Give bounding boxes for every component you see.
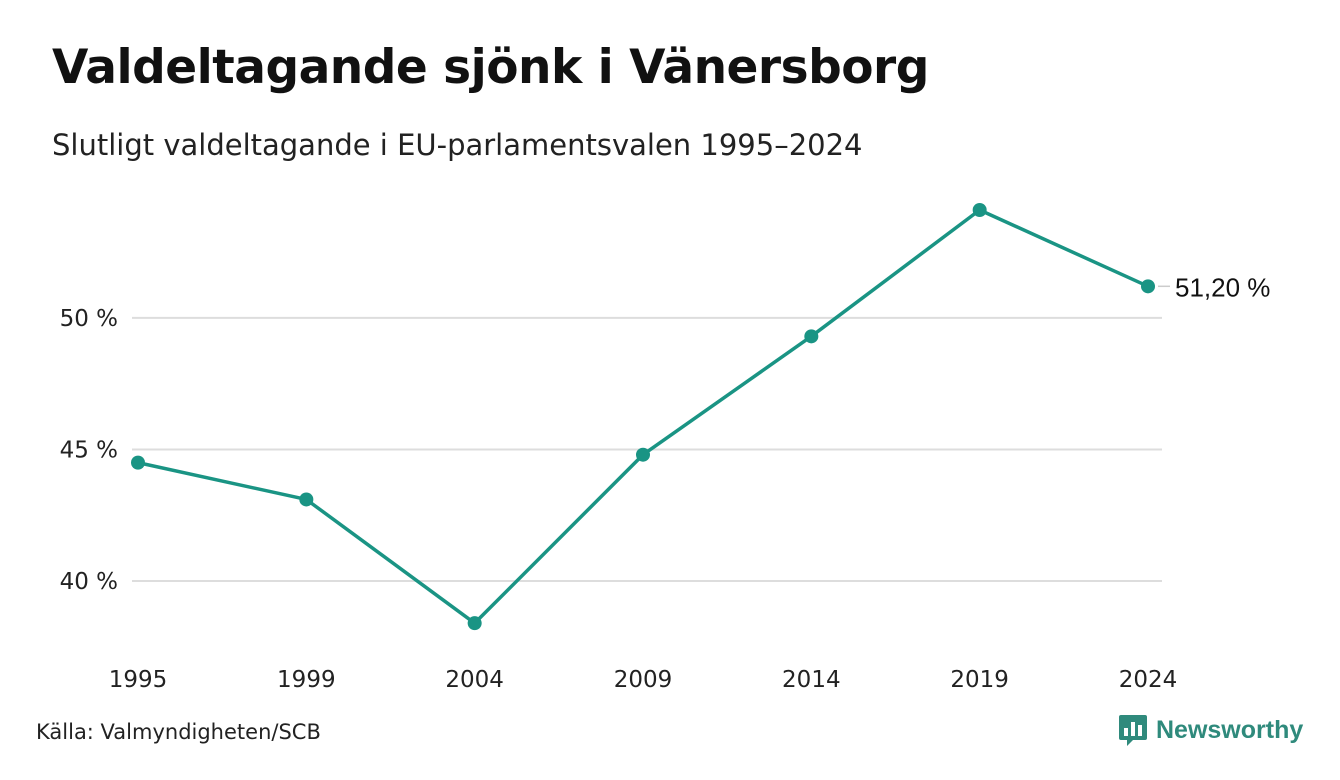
bar-chart-speech-bubble-icon: [1119, 715, 1147, 746]
y-tick-label: 45 %: [60, 437, 118, 463]
data-point: [972, 203, 987, 217]
x-tick-label: 2019: [950, 667, 1009, 693]
series-line: [136, 208, 1150, 625]
chart-subtitle: Slutligt valdeltagande i EU-parlamentsva…: [52, 128, 863, 162]
data-point: [131, 455, 145, 470]
data-point: [1141, 279, 1155, 294]
end-value-label: 51,20 %: [1175, 272, 1270, 302]
data-point: [299, 492, 314, 507]
x-tick-label: 2024: [1119, 667, 1178, 693]
source-note: Källa: Valmyndigheten/SCB: [36, 720, 321, 744]
x-tick-label: 2014: [782, 667, 841, 693]
x-tick-label: 2004: [445, 667, 504, 693]
data-point: [636, 447, 650, 462]
chart-title: Valdeltagande sjönk i Vänersborg: [52, 40, 929, 95]
y-axis-ticks: 40 % 45 % 50 %: [60, 306, 118, 595]
x-tick-label: 1995: [109, 667, 168, 693]
brand-logo: Newsworthy: [1118, 713, 1303, 747]
y-tick-label: 50 %: [60, 306, 118, 332]
x-axis-ticks: 1995 1999 2004 2009 2014 2019 2024: [109, 667, 1178, 693]
brand-name: Newsworthy: [1156, 715, 1304, 744]
x-tick-label: 2009: [614, 667, 673, 693]
y-tick-label: 40 %: [60, 569, 118, 595]
x-tick-label: 1999: [277, 667, 336, 693]
series-layer: 51,20 %: [131, 203, 1270, 631]
data-point: [467, 616, 482, 631]
data-point: [804, 329, 819, 344]
